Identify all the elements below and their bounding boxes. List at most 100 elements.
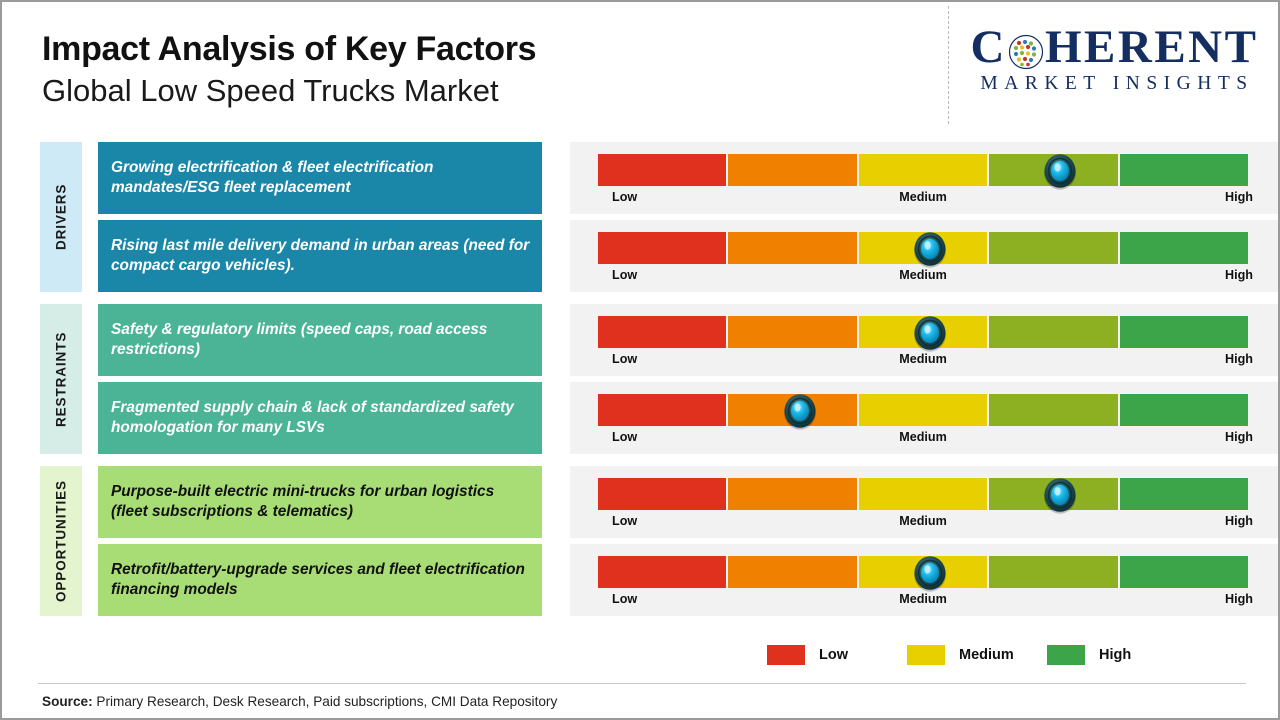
legend-swatch-low	[767, 645, 805, 665]
footer-divider	[38, 683, 1246, 684]
page-title: Impact Analysis of Key Factors	[42, 30, 537, 68]
gauge-segment-1	[598, 154, 727, 186]
legend-item: Medium	[907, 645, 1047, 665]
logo-letter-c: C	[970, 21, 1007, 73]
scale-label-low: Low	[612, 190, 638, 204]
factor-label: Growing electrification & fleet electrif…	[111, 158, 434, 196]
legend-item: High	[1047, 645, 1187, 665]
impact-gauge: Low Medium High	[570, 304, 1278, 376]
legend: Low Medium High	[767, 645, 1187, 665]
legend-swatch-medium	[907, 645, 945, 665]
gauge-segment-4	[989, 394, 1118, 426]
scale-label-low: Low	[612, 592, 638, 606]
factor-text-box: Purpose-built electric mini-trucks for u…	[98, 466, 542, 538]
gauge-segment-5	[1119, 394, 1249, 426]
factor-label: Retrofit/battery-upgrade services and fl…	[111, 560, 525, 598]
header-divider	[948, 6, 949, 124]
gauge-segment-4	[989, 478, 1118, 510]
category-group-drivers: DRIVERS Growing electrification & fleet e…	[40, 142, 1278, 292]
page-subtitle: Global Low Speed Trucks Market	[42, 73, 499, 109]
company-logo: C	[962, 24, 1267, 95]
factor-text-box: Rising last mile delivery demand in urba…	[98, 220, 542, 292]
factor-row: Retrofit/battery-upgrade services and fl…	[98, 544, 1278, 616]
impact-gauge: Low Medium High	[570, 544, 1278, 616]
factor-text-box: Safety & regulatory limits (speed caps, …	[98, 304, 542, 376]
gauge-segment-4	[989, 556, 1118, 588]
gauge-segment-1	[598, 232, 727, 264]
scale-label-medium: Medium	[899, 430, 947, 444]
logo-wordmark: C	[962, 24, 1267, 71]
factor-text-box: Retrofit/battery-upgrade services and fl…	[98, 544, 542, 616]
gauge-scale-labels: Low Medium High	[598, 514, 1253, 534]
gauge-track	[598, 556, 1249, 588]
scale-label-high: High	[1225, 592, 1253, 606]
impact-gauge: Low Medium High	[570, 466, 1278, 538]
source-label: Source:	[42, 694, 93, 709]
impact-gauge: Low Medium High	[570, 220, 1278, 292]
gauge-segment-1	[598, 316, 727, 348]
scale-label-medium: Medium	[899, 352, 947, 366]
title-block: Impact Analysis of Key Factors Global Lo…	[42, 30, 537, 109]
gauge-segment-4	[989, 232, 1118, 264]
gauge-segment-3	[858, 394, 988, 426]
scale-label-low: Low	[612, 430, 638, 444]
gauge-segment-5	[1119, 556, 1249, 588]
scale-label-medium: Medium	[899, 592, 947, 606]
scale-label-high: High	[1225, 430, 1253, 444]
scale-label-high: High	[1225, 268, 1253, 282]
gauge-segment-2	[728, 316, 857, 348]
factor-row: Rising last mile delivery demand in urba…	[98, 220, 1278, 292]
gauge-track	[598, 394, 1249, 426]
gauge-segment-4	[989, 154, 1118, 186]
logo-tagline: MARKET INSIGHTS	[980, 73, 1254, 94]
category-label-opportunities: OPPORTUNITIES	[40, 466, 82, 616]
factor-text-box: Fragmented supply chain & lack of standa…	[98, 382, 542, 454]
gauge-scale-labels: Low Medium High	[598, 352, 1253, 372]
gauge-segment-2	[728, 154, 857, 186]
gauge-segment-2	[728, 232, 857, 264]
gauge-scale-labels: Low Medium High	[598, 430, 1253, 450]
factor-text-box: Growing electrification & fleet electrif…	[98, 142, 542, 214]
gauge-segment-3	[858, 556, 988, 588]
gauge-segment-2	[728, 394, 857, 426]
factor-label: Rising last mile delivery demand in urba…	[111, 236, 530, 274]
factor-row: Purpose-built electric mini-trucks for u…	[98, 466, 1278, 538]
gauge-track	[598, 232, 1249, 264]
scale-label-medium: Medium	[899, 190, 947, 204]
gauge-track	[598, 154, 1249, 186]
legend-label: High	[1099, 647, 1132, 663]
legend-label: Low	[819, 647, 848, 663]
gauge-segment-1	[598, 478, 727, 510]
factor-label: Safety & regulatory limits (speed caps, …	[111, 320, 488, 358]
gauge-segment-5	[1119, 232, 1249, 264]
category-label-restraints: RESTRAINTS	[40, 304, 82, 454]
factor-row: Fragmented supply chain & lack of standa…	[98, 382, 1278, 454]
gauge-segment-3	[858, 154, 988, 186]
category-group-restraints: RESTRAINTS Safety & regulatory limits (sp…	[40, 304, 1278, 454]
gauge-segment-1	[598, 394, 727, 426]
gauge-scale-labels: Low Medium High	[598, 190, 1253, 210]
legend-swatch-high	[1047, 645, 1085, 665]
gauge-segment-3	[858, 316, 988, 348]
source-text: Primary Research, Desk Research, Paid su…	[92, 694, 558, 709]
gauge-segment-5	[1119, 478, 1249, 510]
source-note: Source: Primary Research, Desk Research,…	[42, 694, 557, 709]
logo-word-rest: HERENT	[1044, 21, 1259, 73]
gauge-segment-5	[1119, 154, 1249, 186]
gauge-track	[598, 478, 1249, 510]
scale-label-medium: Medium	[899, 268, 947, 282]
category-group-opportunities: OPPORTUNITIES Purpose-built electric mini…	[40, 466, 1278, 616]
impact-gauge: Low Medium High	[570, 142, 1278, 214]
category-label-drivers: DRIVERS	[40, 142, 82, 292]
gauge-segment-2	[728, 478, 857, 510]
scale-label-high: High	[1225, 352, 1253, 366]
gauge-segment-2	[728, 556, 857, 588]
impact-gauge: Low Medium High	[570, 382, 1278, 454]
legend-item: Low	[767, 645, 907, 665]
factor-row: Safety & regulatory limits (speed caps, …	[98, 304, 1278, 376]
gauge-segment-4	[989, 316, 1118, 348]
scale-label-low: Low	[612, 352, 638, 366]
gauge-scale-labels: Low Medium High	[598, 268, 1253, 288]
scale-label-high: High	[1225, 190, 1253, 204]
